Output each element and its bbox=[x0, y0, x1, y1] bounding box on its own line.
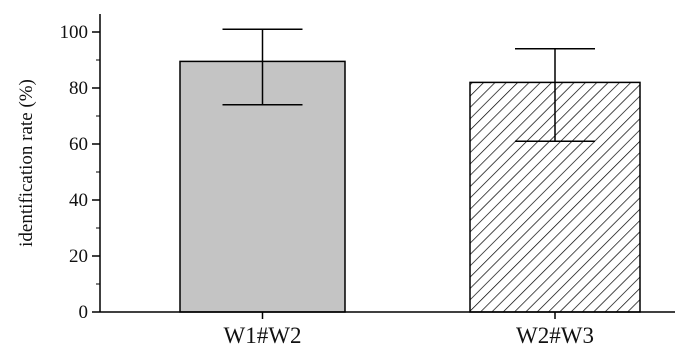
y-axis-title: identification rate (%) bbox=[16, 79, 37, 247]
y-tick-label-0: 0 bbox=[79, 302, 89, 323]
error-bars-layer bbox=[222, 28, 595, 142]
ticks-layer: 0 20 40 60 80 100 W1#W2 W2#W3 bbox=[60, 22, 594, 348]
x-tick-label-2: W2#W3 bbox=[516, 323, 594, 348]
y-tick-label-60: 60 bbox=[69, 134, 88, 155]
y-tick-label-20: 20 bbox=[69, 246, 88, 267]
error-bar-1 bbox=[222, 28, 303, 106]
x-tick-label-1: W1#W2 bbox=[224, 323, 302, 348]
y-tick-label-100: 100 bbox=[60, 22, 89, 43]
error-bar-2 bbox=[515, 48, 595, 142]
y-tick-label-80: 80 bbox=[69, 78, 88, 99]
bars-layer bbox=[179, 60, 641, 313]
axes-layer bbox=[99, 14, 675, 313]
y-tick-label-40: 40 bbox=[69, 190, 88, 211]
